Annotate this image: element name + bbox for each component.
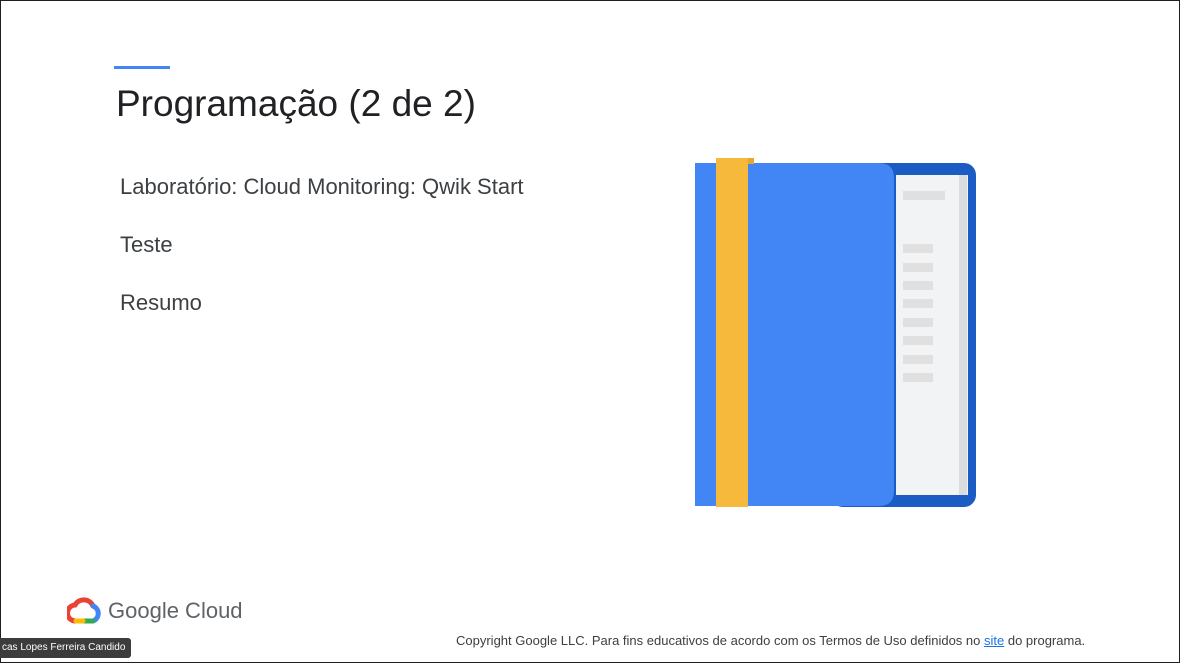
agenda-item-lab: Laboratório: Cloud Monitoring: Qwik Star…	[120, 174, 524, 199]
book-icon	[695, 158, 976, 507]
site-link[interactable]: site	[984, 633, 1005, 648]
copyright-notice: Copyright Google LLC. Para fins educativ…	[456, 633, 1085, 648]
google-cloud-logo: Google Cloud	[67, 597, 243, 625]
agenda-item-summary: Resumo	[120, 290, 202, 315]
copyright-text-end: do programa.	[1004, 633, 1086, 648]
agenda-item-test: Teste	[120, 232, 173, 257]
slide-title: Programação (2 de 2)	[116, 83, 476, 124]
logo-text: Google Cloud	[108, 598, 243, 623]
book-pages	[896, 175, 968, 495]
title-accent-line	[114, 66, 170, 69]
agenda-list: Laboratório: Cloud Monitoring: Qwik Star…	[120, 171, 524, 345]
copyright-text: Copyright Google LLC. Para fins educativ…	[456, 633, 984, 648]
book-page-lines	[903, 191, 945, 382]
book-bookmark	[716, 158, 748, 507]
google-cloud-icon	[67, 597, 101, 624]
participant-name-tag: cas Lopes Ferreira Candido	[0, 638, 132, 658]
